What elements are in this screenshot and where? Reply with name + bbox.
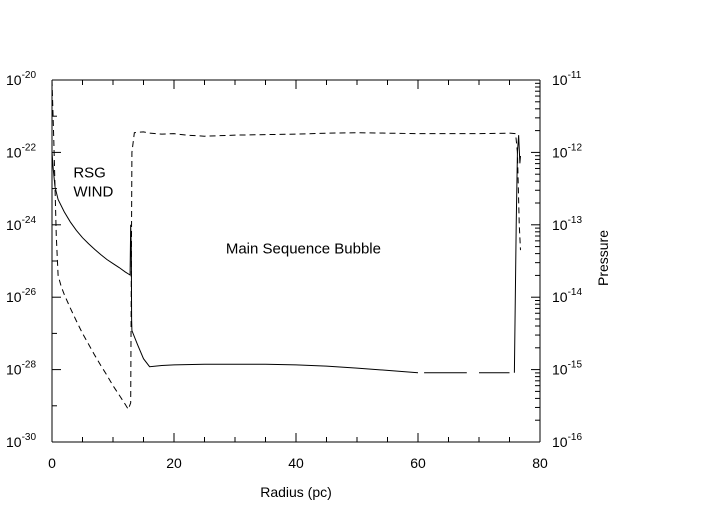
y2-tick-label: 10-14 xyxy=(552,287,582,305)
y-tick-label: 10-26 xyxy=(6,287,36,305)
solid-series-line xyxy=(513,135,521,373)
annotation-rsg: RSG xyxy=(73,165,106,182)
series-layer xyxy=(51,79,521,411)
solid-series-line xyxy=(51,152,419,374)
x-tick-label: 0 xyxy=(48,455,56,471)
annotation-main-sequence-bubble: Main Sequence Bubble xyxy=(226,241,381,258)
y2-tick-label: 10-11 xyxy=(552,70,582,88)
labels-layer: 0 20 40 60 80 10-20 10-22 10-24 10-26 10-28 10-30 1… xyxy=(6,70,582,471)
y2-axis-title: Pressure xyxy=(595,230,611,286)
axes xyxy=(51,79,541,443)
y2-tick-label: 10-16 xyxy=(552,432,582,450)
y2-tick-label: 10-12 xyxy=(552,142,582,160)
x-tick-label: 60 xyxy=(410,455,426,471)
x-axis-title: Radius (pc) xyxy=(260,484,332,500)
annotation-wind: WIND xyxy=(73,184,113,201)
y-tick-label: 10-30 xyxy=(6,432,36,450)
x-tick-label: 80 xyxy=(532,455,548,471)
y-tick-label: 10-22 xyxy=(6,142,36,160)
y-tick-label: 10-24 xyxy=(6,215,36,233)
dashed-series-line xyxy=(51,79,521,411)
y2-tick-label: 10-15 xyxy=(552,360,582,378)
x-tick-label: 40 xyxy=(288,455,304,471)
y-tick-label: 10-20 xyxy=(6,70,36,88)
y2-tick-label: 10-13 xyxy=(552,215,582,233)
y-tick-label: 10-28 xyxy=(6,360,36,378)
x-tick-label: 20 xyxy=(166,455,182,471)
